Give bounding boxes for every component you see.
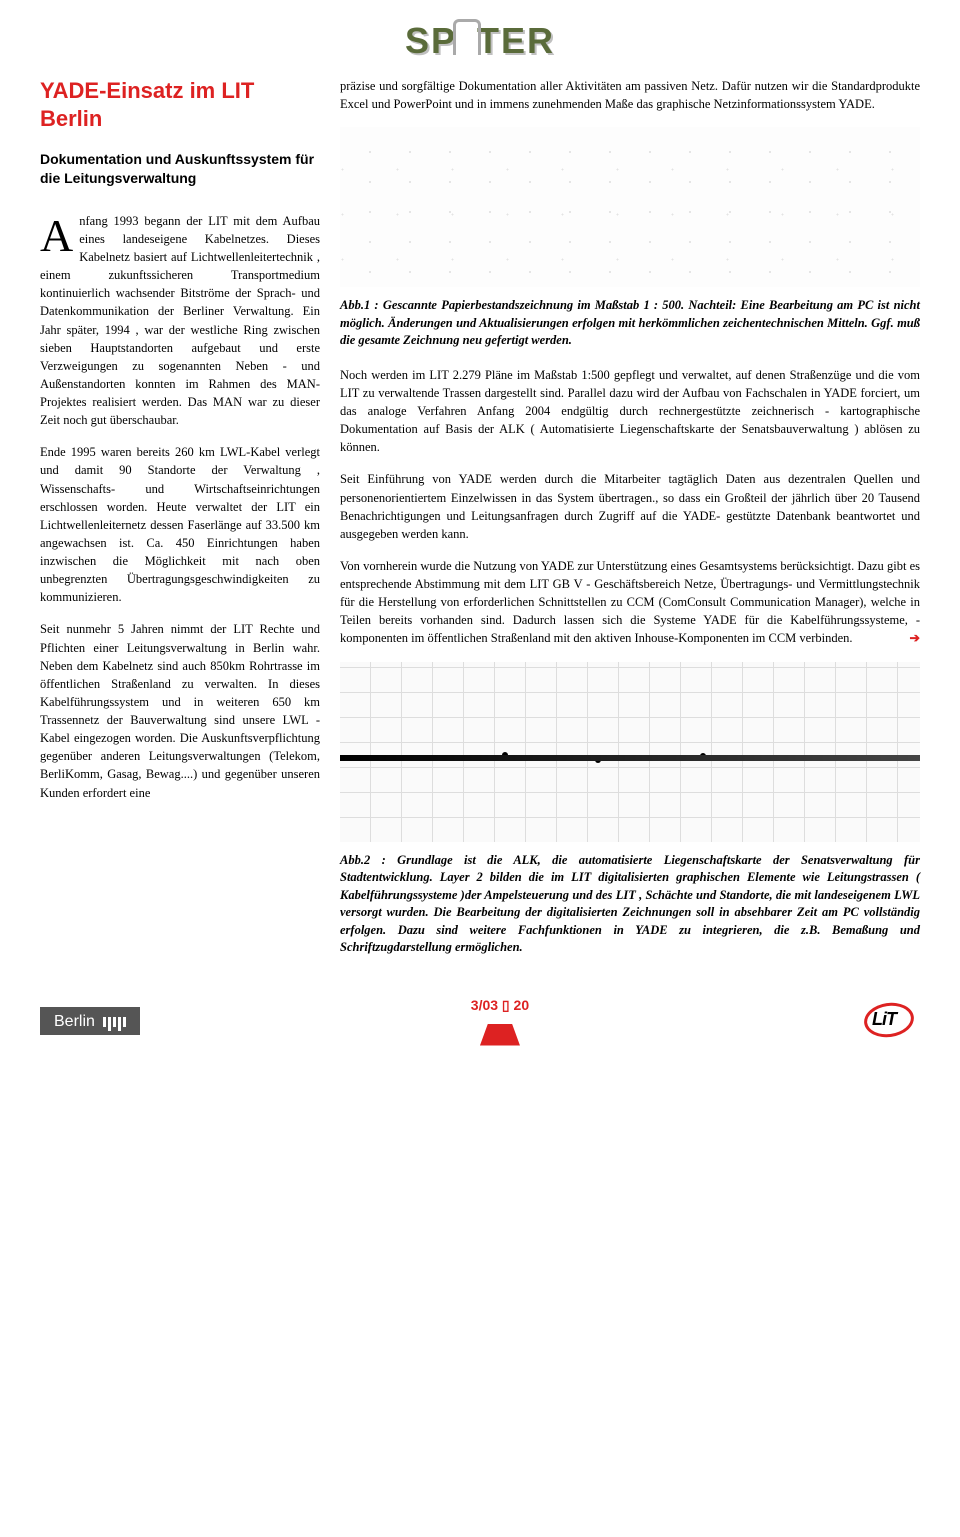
paragraph-3: Seit nunmehr 5 Jahren nimmt der LIT Rech… — [40, 620, 320, 801]
clip-icon — [453, 19, 481, 55]
figure-1 — [340, 127, 920, 287]
continue-arrow-icon: ➔ — [910, 629, 920, 647]
dropcap: A — [40, 212, 79, 255]
right-p2: Noch werden im LIT 2.279 Pläne im Maßsta… — [340, 366, 920, 457]
berlin-text: Berlin — [54, 1013, 95, 1031]
caption-2: Abb.2 : Grundlage ist die ALK, die autom… — [340, 852, 920, 957]
p1-text: nfang 1993 begann der LIT mit dem Aufbau… — [40, 214, 320, 427]
caption-1: Abb.1 : Gescannte Papierbestandszeichnun… — [340, 297, 920, 350]
berlin-logo: Berlin — [40, 1007, 140, 1035]
splitter-logo: SP TER — [405, 20, 555, 62]
page-footer: Berlin 3/03 ▯ 20 LiT — [40, 997, 920, 1046]
r4-text: Von vornherein wurde die Nutzung von YAD… — [340, 559, 920, 646]
right-p3: Seit Einführung von YADE werden durch di… — [340, 470, 920, 543]
logo-left: SP — [405, 20, 457, 61]
page-number: 3/03 ▯ 20 — [471, 997, 529, 1046]
paragraph-1: Anfang 1993 begann der LIT mit dem Aufba… — [40, 212, 320, 430]
right-p4: Von vornherein wurde die Nutzung von YAD… — [340, 557, 920, 648]
lit-logo: LiT — [860, 999, 920, 1043]
paragraph-2: Ende 1995 waren bereits 260 km LWL-Kabel… — [40, 443, 320, 606]
logo-right: TER — [477, 20, 555, 61]
gate-icon — [103, 1017, 126, 1031]
left-column: YADE-Einsatz im LIT Berlin Dokumentation… — [40, 77, 320, 973]
lit-text: LiT — [872, 1009, 896, 1030]
article-subtitle: Dokumentation und Auskunftssystem für di… — [40, 150, 320, 188]
page-header: SP TER — [40, 20, 920, 62]
main-layout: YADE-Einsatz im LIT Berlin Dokumentation… — [40, 77, 920, 973]
right-column: präzise und sorgfältige Dokumentation al… — [340, 77, 920, 973]
figure-2 — [340, 662, 920, 842]
right-p1: präzise und sorgfältige Dokumentation al… — [340, 77, 920, 113]
article-title: YADE-Einsatz im LIT Berlin — [40, 77, 320, 132]
